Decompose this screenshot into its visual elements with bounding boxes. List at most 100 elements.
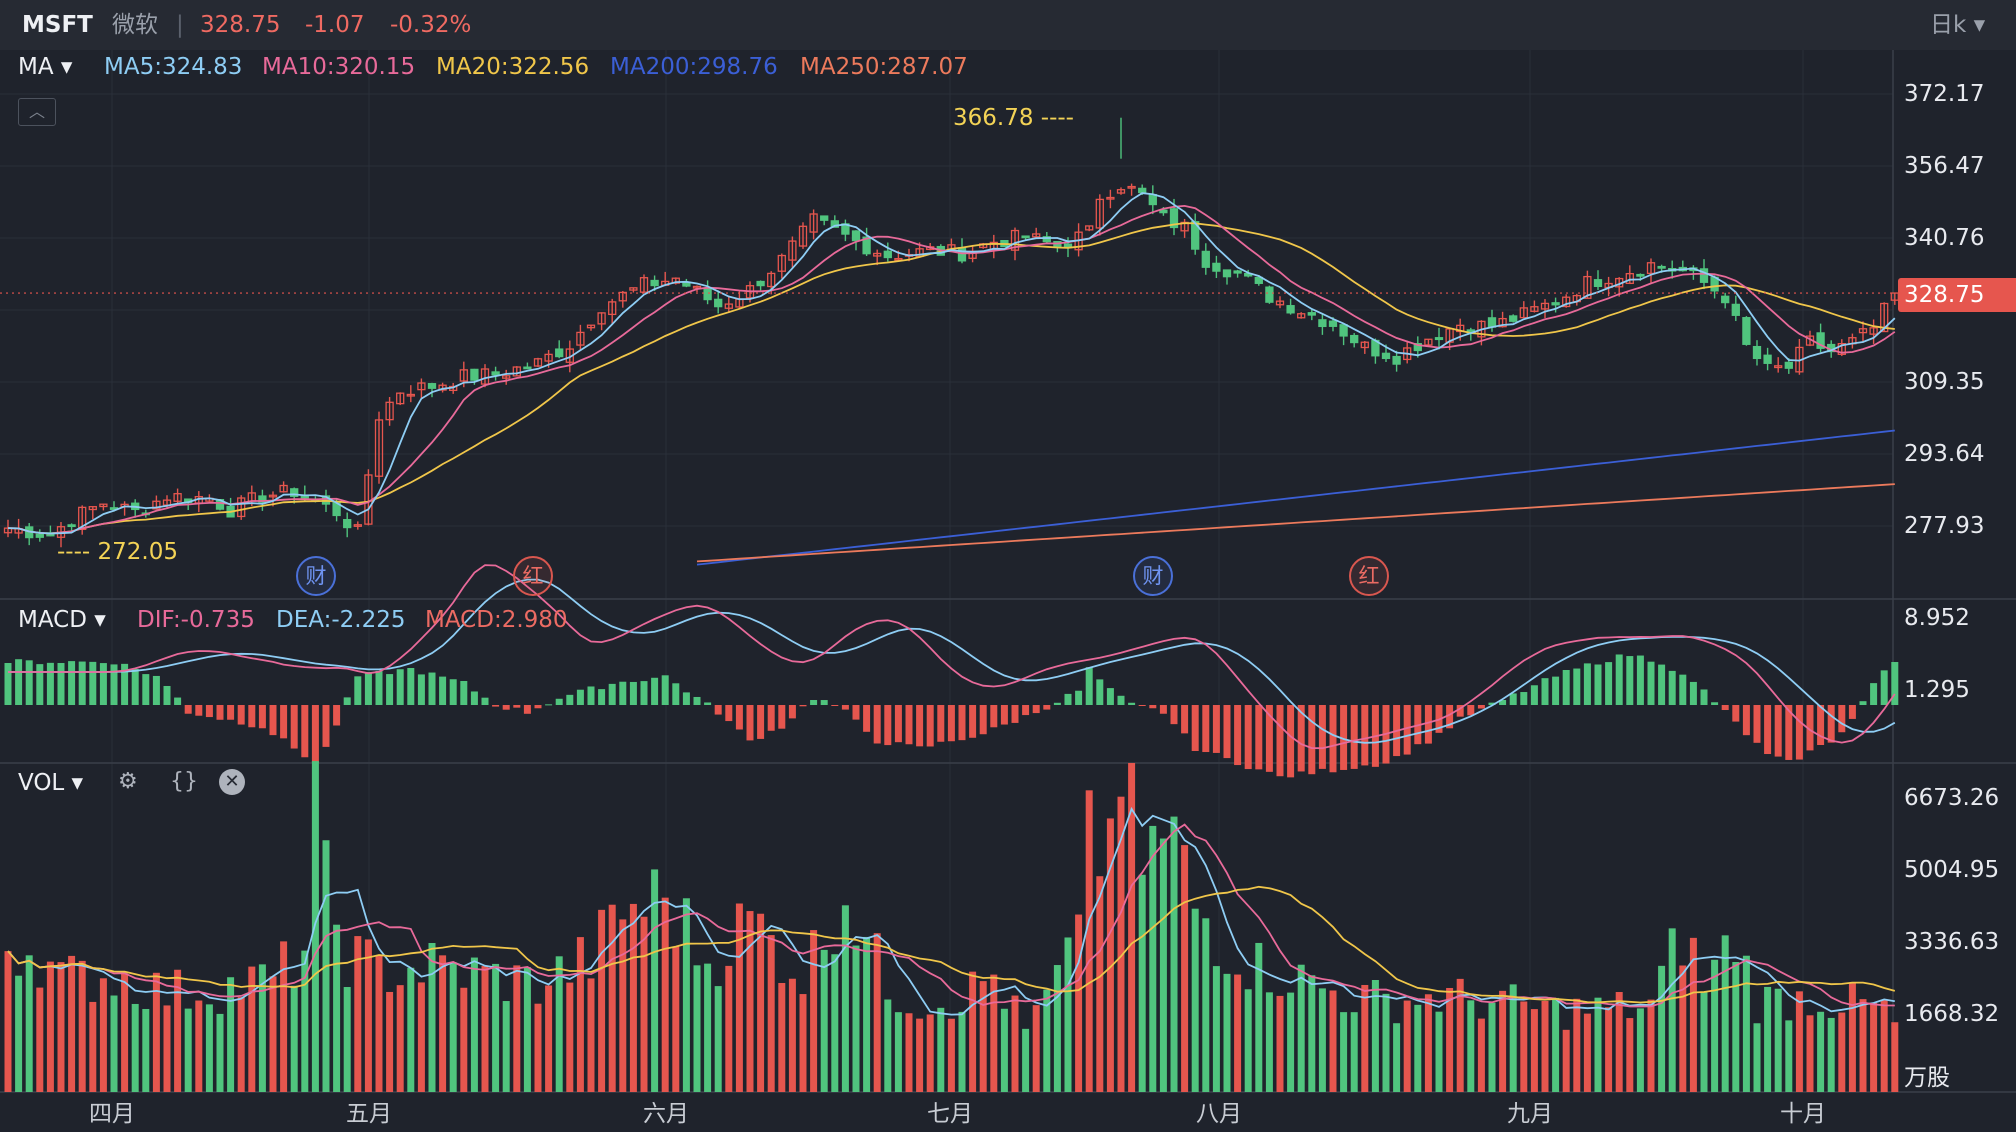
candle	[173, 488, 182, 505]
candle	[1625, 265, 1634, 285]
volume-bar	[767, 935, 775, 1092]
candle-body	[1222, 269, 1232, 278]
volume-bar	[68, 955, 76, 1092]
volume-bar	[99, 978, 107, 1092]
volume-bar	[1075, 914, 1083, 1092]
volume-bar	[1583, 1013, 1591, 1092]
macd-bar	[227, 705, 235, 720]
volume-bar	[152, 972, 160, 1092]
candle	[237, 495, 246, 520]
candle	[385, 396, 394, 426]
volume-bar	[799, 994, 807, 1092]
candle	[576, 324, 585, 351]
ma10-label: MA10:320.15	[262, 54, 416, 80]
code-braces-icon[interactable]: {}	[170, 769, 198, 794]
candle	[1021, 235, 1030, 240]
volume-bar	[1297, 964, 1305, 1092]
candle-body	[1159, 209, 1168, 214]
volume-bar	[1615, 992, 1623, 1092]
gear-icon[interactable]: ⚙	[118, 769, 138, 794]
candle-body	[1434, 337, 1444, 341]
macd-bar	[1223, 705, 1231, 759]
candle	[1880, 302, 1889, 333]
macd-bar	[1318, 705, 1326, 769]
macd-bar	[205, 705, 213, 718]
volume-bar	[661, 897, 669, 1092]
candle-body	[1275, 300, 1285, 306]
volume-bar	[619, 919, 627, 1092]
volume-tick: 3336.63	[1904, 929, 2000, 955]
volume-bar	[990, 974, 998, 1092]
candle	[396, 392, 405, 406]
candle	[353, 521, 362, 530]
candle-body	[78, 506, 87, 531]
dif-line	[8, 564, 1896, 750]
volume-bar	[1764, 986, 1772, 1092]
vol-indicator-selector[interactable]: VOL ▾	[18, 770, 84, 796]
candle-body	[385, 401, 394, 421]
dividend-badge[interactable]: 红	[1349, 556, 1389, 596]
volume-bar	[290, 985, 298, 1092]
dividend-badge[interactable]: 红	[513, 556, 553, 596]
candle-body	[1498, 317, 1507, 328]
ma200-label: MA200:298.76	[610, 54, 778, 80]
candle	[1032, 227, 1041, 239]
macd-bar	[1477, 705, 1485, 709]
candle-body	[1752, 345, 1762, 360]
macd-bar	[1456, 705, 1464, 717]
period-selector[interactable]: 日k ▾	[1930, 12, 1986, 38]
macd-bar	[184, 705, 192, 714]
volume-bar	[57, 962, 65, 1092]
candle-body	[1360, 341, 1369, 349]
candle-body	[650, 279, 659, 287]
volume-bar	[1340, 1012, 1348, 1092]
macd-bar	[301, 705, 309, 758]
macd-bar	[333, 705, 341, 726]
volume-bar	[1742, 955, 1750, 1092]
macd-bar	[1859, 701, 1867, 705]
volume-bar	[1552, 997, 1560, 1092]
macd-bar	[1658, 664, 1666, 705]
volume-bar	[1848, 982, 1856, 1092]
macd-bar	[1244, 705, 1252, 770]
volume-bar	[608, 904, 616, 1092]
volume-bar	[1117, 796, 1125, 1092]
candle-body	[1774, 365, 1783, 369]
candle	[406, 385, 415, 403]
candle-body	[152, 500, 161, 510]
macd-bar	[1011, 705, 1019, 723]
macd-bar	[1764, 705, 1772, 755]
candle-body	[1657, 265, 1666, 269]
candle-body	[777, 254, 786, 272]
volume-bar	[969, 971, 977, 1092]
macd-bar	[1117, 695, 1125, 705]
candle-body	[798, 225, 808, 247]
candle-body	[629, 287, 638, 291]
candle-body	[597, 312, 606, 325]
macd-bar	[1064, 693, 1072, 705]
earnings-badge[interactable]: 财	[296, 556, 336, 596]
volume-bar	[757, 913, 765, 1092]
macd-bar	[1668, 670, 1676, 705]
quote-header: MSFT 微软 | 328.75 -1.07 -0.32% 日k ▾	[0, 0, 2016, 50]
macd-bar	[651, 677, 659, 705]
main-indicator-selector[interactable]: MA ▾	[18, 54, 73, 80]
macd-bar	[566, 694, 574, 705]
candle-body	[1487, 317, 1497, 328]
volume-bar	[1721, 935, 1729, 1092]
volume-bar	[1499, 990, 1507, 1092]
ma5-line	[7, 192, 1896, 535]
macd-indicator-selector[interactable]: MACD ▾	[18, 607, 106, 633]
macd-bar	[587, 686, 595, 705]
chevron-up-icon[interactable]: ︿	[18, 98, 56, 126]
close-icon[interactable]: ✕	[219, 769, 245, 795]
candle	[862, 227, 871, 256]
earnings-badge[interactable]: 财	[1133, 556, 1173, 596]
volume-bar	[545, 985, 553, 1092]
macd-bar	[439, 676, 447, 705]
macd-bar	[1202, 705, 1210, 753]
volume-bar	[682, 898, 690, 1092]
candle-body	[1350, 334, 1359, 344]
candle-body	[1625, 272, 1634, 285]
macd-bar	[905, 705, 913, 745]
